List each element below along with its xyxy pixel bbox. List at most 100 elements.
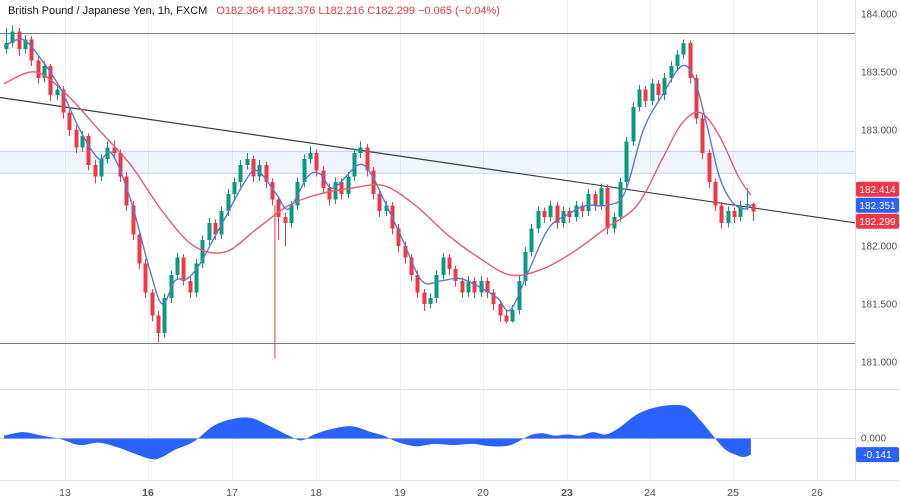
candle-body (713, 182, 718, 206)
symbol-legend: British Pound / Japanese Yen, 1h, FXCM O1… (8, 5, 500, 17)
candle-body (270, 182, 275, 200)
candle-body (302, 159, 307, 183)
candle-body (162, 298, 167, 333)
candle-body (738, 205, 743, 217)
candle-body (42, 66, 47, 78)
candle-body (219, 211, 224, 235)
candle-body (352, 153, 357, 177)
price-badge-label: 182.299 (859, 217, 896, 228)
price-badge (856, 197, 899, 213)
candle-body (555, 205, 560, 223)
candle-body (283, 217, 288, 223)
candle-body (99, 159, 104, 177)
candle-body (694, 77, 699, 119)
candle-body (346, 176, 351, 194)
candle-body (726, 211, 731, 223)
candle-body (289, 205, 294, 223)
candle-body (55, 89, 60, 96)
price-badge (856, 181, 899, 197)
candle-body (732, 211, 737, 217)
candle-body (637, 89, 642, 107)
candle-body (156, 315, 161, 333)
candle-body (656, 83, 661, 96)
candle-body (542, 211, 547, 217)
candle-body (257, 164, 262, 177)
candle-body (238, 164, 243, 183)
candle-body (529, 228, 534, 252)
horizontal-line-drawings[interactable] (0, 33, 855, 344)
candle-body (415, 275, 420, 293)
candle-body (504, 315, 509, 322)
candle-body (358, 147, 363, 154)
price-badges: 182.414 182.351 182.299 -0.141 (856, 181, 899, 463)
candle-body (200, 240, 205, 264)
candle-body (403, 246, 408, 258)
price-tick-label: 181.000 (861, 358, 898, 369)
candle-body (321, 170, 326, 188)
candle-body (295, 182, 300, 206)
candle-body (118, 153, 123, 177)
candle-body (131, 205, 136, 235)
candle-body (150, 292, 155, 316)
candle-body (232, 182, 237, 194)
candle-body (434, 275, 439, 299)
candle-body (719, 205, 724, 223)
candle-body (498, 304, 503, 316)
candle-body (580, 205, 585, 212)
symbol-title[interactable]: British Pound / Japanese Yen, 1h, FXCM (8, 5, 208, 17)
price-badge (856, 213, 899, 229)
time-tick-label: 17 (226, 487, 238, 499)
oscillator-badge-label: -0.141 (863, 450, 892, 461)
trendline-drawing[interactable] (0, 96, 856, 224)
candle-series (4, 25, 756, 343)
candle-body (226, 193, 231, 212)
price-tick-label: 183.500 (861, 68, 898, 79)
price-badge-label: 182.351 (859, 201, 896, 212)
oscillator-badge (856, 447, 899, 463)
candle-body (605, 188, 610, 229)
oscillator-zero-label: 0.000 (861, 434, 886, 445)
candle-body (61, 89, 66, 113)
candle-body (688, 43, 693, 78)
candle-body (669, 66, 674, 78)
candle-body (536, 211, 541, 229)
candle-body (339, 182, 344, 194)
candle-body (23, 39, 28, 49)
candle-body (707, 153, 712, 183)
ma-fast-line (3, 38, 752, 312)
candle-body (396, 228, 401, 246)
candle-body (74, 130, 79, 148)
candle-body (207, 222, 212, 241)
candle-body (67, 112, 72, 130)
candle-body (112, 147, 117, 154)
candle-body (365, 147, 370, 171)
candle-body (124, 176, 129, 206)
change-value: −0.065 (−0.04%) (418, 5, 500, 17)
candle-body (574, 205, 579, 217)
time-tick-label: 19 (394, 487, 406, 499)
candle-body (751, 203, 756, 212)
candle-body (593, 193, 598, 206)
candle-body (181, 257, 186, 281)
candle-body (745, 203, 750, 206)
candle-body (93, 164, 98, 177)
price-tick-label: 184.000 (861, 10, 898, 21)
candle-body (643, 89, 648, 101)
candle-body (472, 280, 477, 293)
candle-body (327, 188, 332, 200)
candle-body (523, 251, 528, 281)
candle-body (377, 193, 382, 212)
candle-body (86, 135, 91, 165)
ohlc-low: L182.216 (318, 5, 365, 17)
candle-body (36, 60, 41, 78)
candle-body (510, 309, 515, 322)
candle-body (460, 280, 465, 293)
candle-body (10, 31, 15, 43)
candle-body (586, 193, 591, 212)
candle-body (251, 159, 256, 177)
pane-separators (0, 0, 900, 481)
candle-body (80, 135, 85, 148)
time-tick-label: 25 (727, 487, 739, 499)
time-axis[interactable]: 13 16 17 18 19 20 23 24 25 26 (59, 487, 823, 499)
